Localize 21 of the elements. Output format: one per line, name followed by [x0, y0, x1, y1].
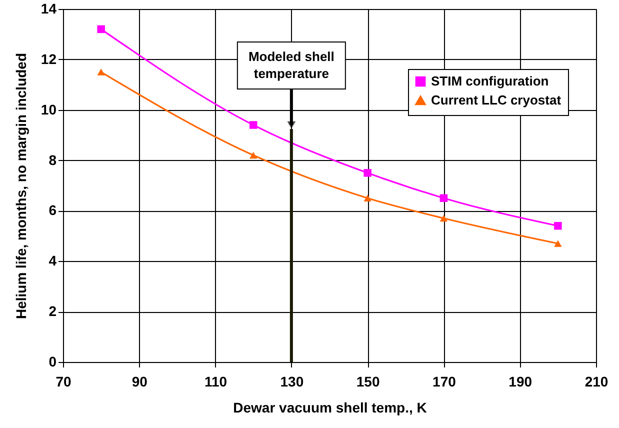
y-tick-label: 0 [48, 354, 57, 370]
legend-label: Current LLC cryostat [431, 92, 562, 108]
x-tick-label: 110 [204, 374, 228, 390]
x-tick-label: 150 [356, 374, 380, 390]
y-tick-label: 14 [40, 0, 57, 16]
legend-label: STIM configuration [431, 74, 549, 88]
x-axis-title: Dewar vacuum shell temp., K [233, 400, 427, 416]
y-tick-label: 8 [48, 152, 57, 168]
y-tick-label: 6 [48, 202, 57, 218]
y-tick-label: 10 [40, 101, 57, 118]
x-tick-label: 70 [56, 374, 72, 390]
y-tick-label: 2 [48, 303, 57, 320]
x-tick-label: 210 [584, 374, 608, 390]
x-tick-label: 170 [432, 374, 456, 390]
x-tick-label: 190 [508, 374, 532, 390]
ref-line-label: Modeled shell temperature [248, 49, 334, 81]
x-tick-label: 90 [132, 374, 148, 390]
x-tick-label: 130 [280, 374, 304, 390]
y-tick-label: 4 [48, 252, 57, 269]
y-tick-label: 12 [40, 50, 57, 67]
y-axis-title: Helium life, months, no margin included [12, 52, 29, 320]
